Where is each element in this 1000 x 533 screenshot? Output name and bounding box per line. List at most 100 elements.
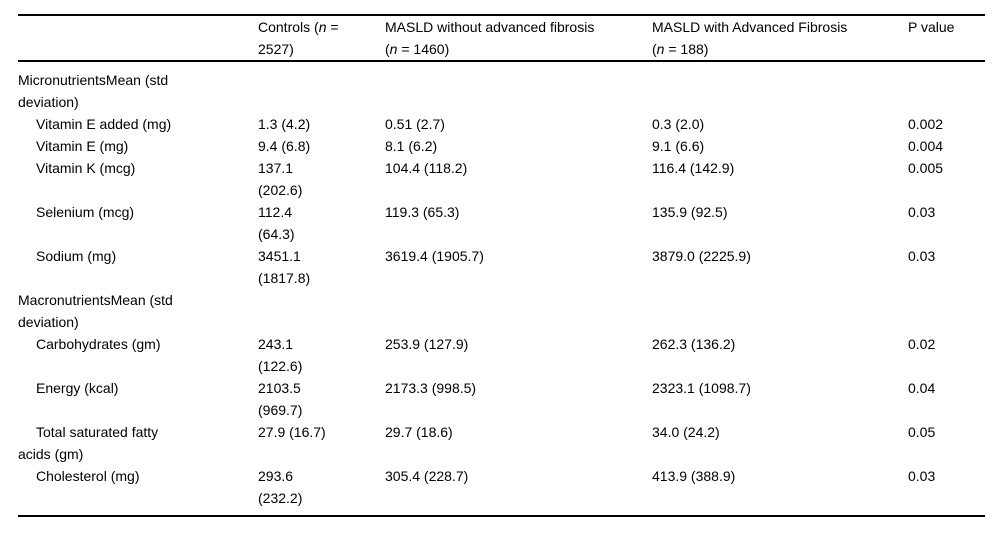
masld-with-af-cell: 135.9 (92.5) [652, 201, 908, 245]
row-label: Vitamin E added (mg) [36, 116, 172, 132]
cell-value: 9.1 (6.6) [652, 138, 705, 154]
row-label-cell: Selenium (mcg) [18, 201, 258, 245]
cell-value: 0.002 [908, 116, 944, 132]
section-label: MicronutrientsMean (std deviation) [18, 72, 169, 110]
header-text-part: Controls ( [258, 19, 319, 35]
masld-without-af-cell: 104.4 (118.2) [385, 157, 652, 201]
cell-value: 119.3 (65.3) [385, 204, 460, 220]
row-label-cell: Total saturated fatty acids (gm) [18, 421, 258, 465]
row-label-cell: Energy (kcal) [18, 377, 258, 421]
controls-cell: 27.9 (16.7) [258, 421, 385, 465]
masld-with-af-cell: 9.1 (6.6) [652, 135, 908, 157]
header-text-part: = 1460) [397, 41, 450, 57]
header-text-part: = 2527) [258, 19, 339, 57]
row-label: Carbohydrates (gm) [36, 336, 161, 352]
p-value-cell: 0.02 [908, 333, 985, 377]
table-row: Vitamin E (mg) 9.4 (6.8) 8.1 (6.2) 9.1 (6.6… [18, 135, 985, 157]
cell-value: 0.03 [908, 248, 936, 264]
masld-without-af-cell [385, 61, 652, 113]
masld-without-af-cell: 253.9 (127.9) [385, 333, 652, 377]
p-value-cell: 0.002 [908, 113, 985, 135]
header-text-part: = 188) [664, 41, 709, 57]
p-value-cell: 0.03 [908, 201, 985, 245]
cell-value: 2103.5 (969.7) [258, 380, 303, 418]
p-value-cell: 0.03 [908, 465, 985, 516]
cell-value: 2323.1 (1098.7) [652, 380, 751, 396]
controls-cell [258, 61, 385, 113]
cell-value: 0.05 [908, 424, 936, 440]
header-text-part: MASLD without advanced fibrosis ( [385, 19, 595, 57]
masld-with-af-cell: 413.9 (388.9) [652, 465, 908, 516]
cell-value: 0.03 [908, 468, 936, 484]
p-value-cell [908, 61, 985, 113]
row-label-cell: MicronutrientsMean (std deviation) [18, 61, 258, 113]
row-label: Vitamin K (mcg) [36, 160, 136, 176]
cell-value: 0.04 [908, 380, 936, 396]
cell-value: 0.3 (2.0) [652, 116, 705, 132]
italic-n: n [389, 41, 398, 57]
masld-without-af-cell: 8.1 (6.2) [385, 135, 652, 157]
italic-n: n [656, 41, 665, 57]
p-value-cell: 0.05 [908, 421, 985, 465]
table-header: Controls (n = 2527) MASLD without advance… [18, 15, 985, 62]
p-value-cell: 0.004 [908, 135, 985, 157]
cell-value: 0.02 [908, 336, 936, 352]
row-label: Sodium (mg) [36, 248, 117, 264]
header-controls-cell: Controls (n = 2527) [258, 15, 385, 62]
masld-with-af-cell [652, 289, 908, 333]
cell-value: 112.4 (64.3) [258, 204, 295, 242]
cell-value: 29.7 (18.6) [385, 424, 453, 440]
header-p-value-label: P value [908, 19, 955, 35]
cell-value: 1.3 (4.2) [258, 116, 311, 132]
section-row-macronutrients: MacronutrientsMean (std deviation) [18, 289, 985, 333]
cell-value: 253.9 (127.9) [385, 336, 469, 352]
table-row: Cholesterol (mg) 293.6 (232.2) 305.4 (228.… [18, 465, 985, 516]
controls-cell: 1.3 (4.2) [258, 113, 385, 135]
cell-value: 135.9 (92.5) [652, 204, 728, 220]
controls-cell: 112.4 (64.3) [258, 201, 385, 245]
cell-value: 2173.3 (998.5) [385, 380, 477, 396]
row-label: Cholesterol (mg) [36, 468, 140, 484]
table-row: Selenium (mcg) 112.4 (64.3) 119.3 (65.3) 13… [18, 201, 985, 245]
cell-value: 0.004 [908, 138, 944, 154]
masld-with-af-cell: 3879.0 (2225.9) [652, 245, 908, 289]
masld-with-af-cell: 116.4 (142.9) [652, 157, 908, 201]
cell-value: 0.005 [908, 160, 944, 176]
masld-without-af-cell: 2173.3 (998.5) [385, 377, 652, 421]
italic-n: n [318, 19, 327, 35]
row-label-cell: Vitamin K (mcg) [18, 157, 258, 201]
table-row: Total saturated fatty acids (gm) 27.9 (16… [18, 421, 985, 465]
masld-without-af-cell: 305.4 (228.7) [385, 465, 652, 516]
cell-value: 3451.1 (1817.8) [258, 248, 311, 286]
row-label: Total saturated fatty acids (gm) [18, 424, 159, 462]
table-row: Energy (kcal) 2103.5 (969.7) 2173.3 (998.5… [18, 377, 985, 421]
header-p-value-cell: P value [908, 15, 985, 62]
controls-cell: 137.1 (202.6) [258, 157, 385, 201]
masld-without-af-cell: 0.51 (2.7) [385, 113, 652, 135]
nutrients-comparison-table: Controls (n = 2527) MASLD without advance… [18, 14, 985, 517]
masld-without-af-cell: 119.3 (65.3) [385, 201, 652, 245]
header-empty-cell [18, 15, 258, 62]
cell-value: 413.9 (388.9) [652, 468, 736, 484]
cell-value: 0.51 (2.7) [385, 116, 445, 132]
row-label-cell: Vitamin E added (mg) [18, 113, 258, 135]
row-label-cell: Sodium (mg) [18, 245, 258, 289]
p-value-cell [908, 289, 985, 333]
header-controls-label: Controls (n = 2527) [258, 19, 339, 57]
cell-value: 243.1 (122.6) [258, 336, 303, 374]
cell-value: 34.0 (24.2) [652, 424, 720, 440]
masld-with-af-cell: 0.3 (2.0) [652, 113, 908, 135]
row-label: Energy (kcal) [36, 380, 119, 396]
masld-with-af-cell: 34.0 (24.2) [652, 421, 908, 465]
cell-value: 27.9 (16.7) [258, 424, 326, 440]
masld-without-af-cell: 3619.4 (1905.7) [385, 245, 652, 289]
table-row: Sodium (mg) 3451.1 (1817.8) 3619.4 (1905.7… [18, 245, 985, 289]
header-row: Controls (n = 2527) MASLD without advance… [18, 15, 985, 62]
masld-with-af-cell: 262.3 (136.2) [652, 333, 908, 377]
row-label-cell: Carbohydrates (gm) [18, 333, 258, 377]
table-body: MicronutrientsMean (std deviation) Vitam… [18, 61, 985, 516]
cell-value: 116.4 (142.9) [652, 160, 735, 176]
section-row-micronutrients: MicronutrientsMean (std deviation) [18, 61, 985, 113]
table-row: Carbohydrates (gm) 243.1 (122.6) 253.9 (12… [18, 333, 985, 377]
